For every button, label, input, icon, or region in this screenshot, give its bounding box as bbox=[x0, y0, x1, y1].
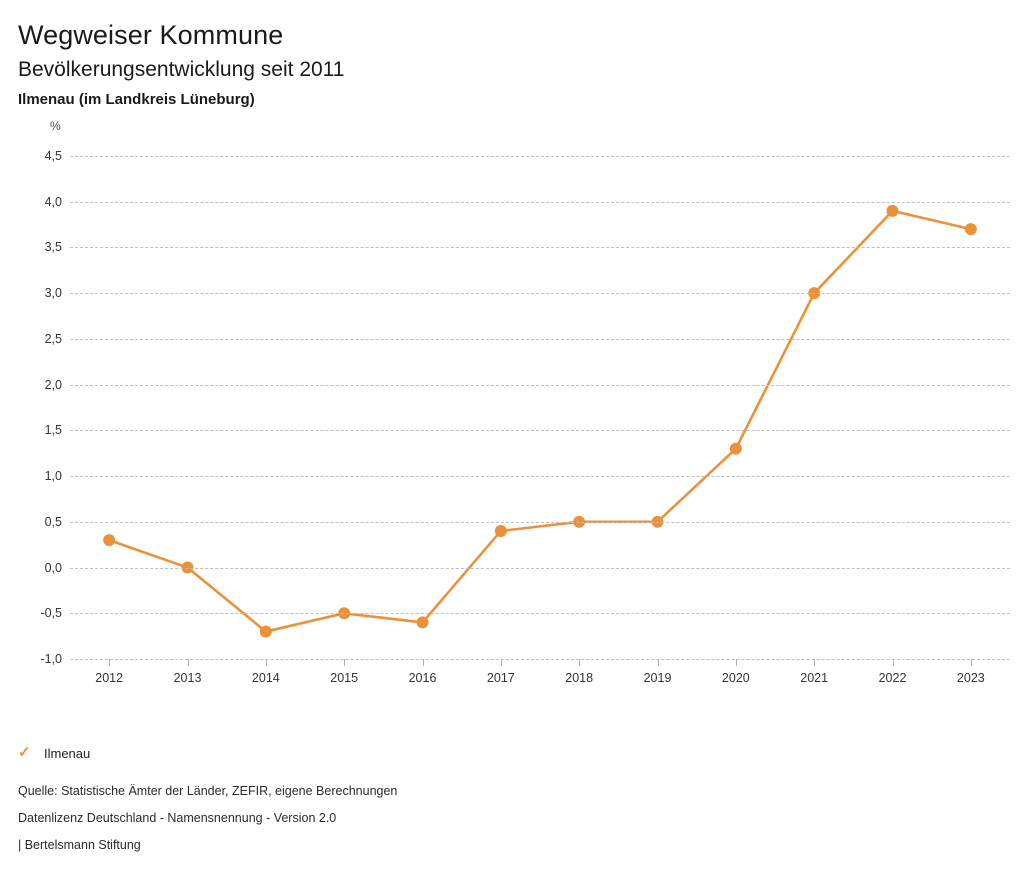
x-axis-tick-label: 2018 bbox=[565, 671, 594, 685]
x-axis-tick-label: 2013 bbox=[173, 671, 202, 685]
gridline bbox=[70, 156, 1010, 157]
x-axis-tick-mark bbox=[500, 659, 502, 666]
x-axis-tick-label: 2022 bbox=[878, 671, 907, 685]
chart-header: Wegweiser Kommune Bevölkerungsentwicklun… bbox=[0, 0, 1024, 111]
gridline bbox=[70, 476, 1010, 478]
x-axis-tick-label: 2014 bbox=[251, 671, 280, 685]
x-axis-tick-mark bbox=[265, 659, 267, 666]
data-point[interactable] bbox=[494, 524, 507, 537]
x-axis-tick-mark bbox=[579, 659, 581, 666]
x-axis-tick-mark bbox=[344, 659, 346, 666]
footer-publisher: | Bertelsmann Stiftung bbox=[18, 838, 141, 852]
x-axis-tick-mark bbox=[970, 659, 972, 666]
page-title: Wegweiser Kommune bbox=[18, 20, 284, 50]
legend-item-label: Ilmenau bbox=[44, 745, 91, 761]
y-axis-tick-label: 4,5 bbox=[44, 149, 62, 163]
series-ilmenau bbox=[103, 204, 977, 638]
y-axis-tick-label: 1,5 bbox=[44, 423, 62, 438]
chart-locality: Ilmenau (im Landkreis Lüneburg) bbox=[18, 91, 255, 108]
gridline bbox=[70, 613, 1010, 615]
x-axis-tick-mark bbox=[109, 659, 111, 666]
x-axis-tick-label: 2019 bbox=[643, 671, 672, 685]
x-axis-tick-mark bbox=[657, 659, 659, 666]
x-axis-tick-mark bbox=[187, 659, 189, 666]
chart-footer: Quelle: Statistische Ämter der Länder, Z… bbox=[18, 784, 397, 853]
data-point[interactable] bbox=[886, 204, 899, 217]
gridline bbox=[70, 293, 1010, 295]
gridline bbox=[70, 659, 1010, 660]
y-axis-tick-label: 2,5 bbox=[44, 331, 62, 346]
gridline bbox=[70, 521, 1010, 523]
x-axis-tick-label: 2017 bbox=[486, 671, 515, 685]
chart-legend: ✓ Ilmenau bbox=[18, 745, 90, 761]
data-point[interactable] bbox=[729, 442, 742, 455]
x-axis-tick-label: 2023 bbox=[956, 671, 985, 685]
plot-area: 4,5 4,0 3,5 3,0 2,5 2,0 1,5 1,0 0,5 0,0 -0,5 -1,0 20… bbox=[40, 149, 1010, 685]
gridline bbox=[70, 384, 1010, 386]
x-axis-tick-mark bbox=[422, 659, 424, 666]
data-point[interactable] bbox=[964, 223, 977, 236]
x-axis-tick-mark bbox=[735, 659, 737, 666]
data-point[interactable] bbox=[416, 616, 429, 629]
x-axis-tick-label: 2015 bbox=[330, 671, 359, 685]
gridline bbox=[70, 567, 1010, 569]
gridline bbox=[70, 338, 1010, 340]
gridline bbox=[70, 247, 1010, 249]
data-point[interactable] bbox=[103, 534, 116, 547]
y-axis-unit-label: % bbox=[50, 119, 61, 133]
footer-source: Quelle: Statistische Ämter der Länder, Z… bbox=[18, 784, 398, 798]
series-line bbox=[107, 209, 973, 633]
line-chart: % 4,5 4,0 3,5 3,0 2,5 2,0 1,5 1,0 0,5 0,0 -0,5 -1,0… bbox=[0, 119, 1024, 699]
x-axis-tick-label: 2020 bbox=[721, 671, 750, 685]
gridline bbox=[70, 430, 1010, 432]
y-axis-tick-label: 3,0 bbox=[44, 286, 62, 301]
footer-license: Datenlizenz Deutschland - Namensnennung … bbox=[18, 811, 337, 825]
gridline bbox=[70, 201, 1010, 203]
y-axis-tick-label: 4,0 bbox=[44, 194, 62, 209]
y-axis-tick-label: 3,5 bbox=[44, 240, 62, 255]
y-axis-tick-label: 1,0 bbox=[44, 469, 62, 484]
legend-item-ilmenau[interactable]: ✓ Ilmenau bbox=[18, 745, 90, 761]
x-axis-tick-label: 2016 bbox=[408, 671, 437, 685]
y-axis-tick-label: -0,5 bbox=[40, 606, 62, 621]
x-axis-tick-mark bbox=[814, 659, 816, 666]
x-axis-tick-label: 2012 bbox=[95, 671, 124, 685]
data-point[interactable] bbox=[259, 625, 272, 638]
y-axis-tick-label: 0,0 bbox=[44, 560, 62, 575]
x-axis-tick-label: 2021 bbox=[800, 671, 829, 685]
y-axis-tick-label: 2,0 bbox=[44, 377, 62, 392]
x-axis-tick-mark bbox=[892, 659, 894, 666]
check-icon: ✓ bbox=[18, 744, 31, 761]
y-axis-tick-label: 0,5 bbox=[44, 514, 62, 529]
y-axis-tick-label: -1,0 bbox=[40, 652, 62, 666]
chart-subtitle: Bevölkerungsentwicklung seit 2011 bbox=[18, 58, 345, 81]
